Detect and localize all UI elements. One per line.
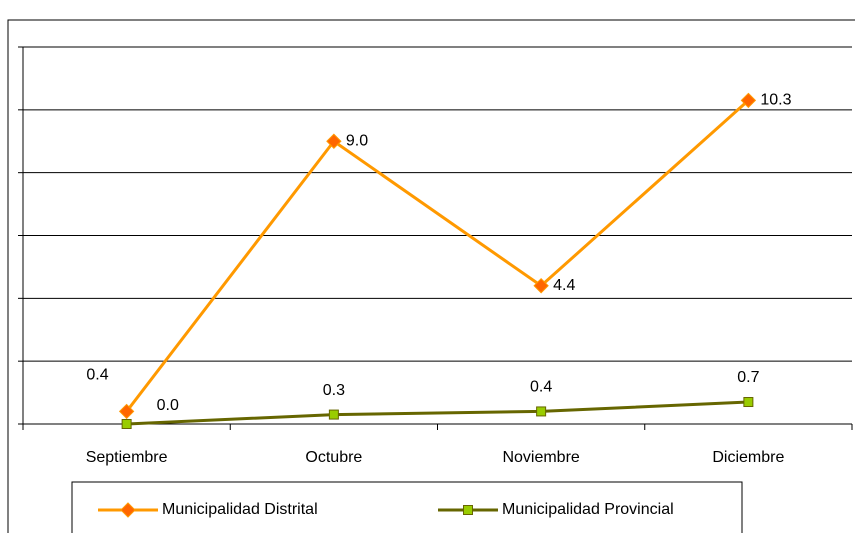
- x-tick-label: Septiembre: [86, 449, 168, 466]
- legend-label: Municipalidad Provincial: [502, 501, 674, 518]
- legend-marker: [463, 505, 473, 515]
- legend-box: [71, 481, 743, 533]
- data-label: 0.0: [157, 397, 179, 414]
- data-point: [740, 92, 757, 109]
- series-line: [125, 99, 750, 413]
- data-point: [743, 397, 754, 408]
- legend-label: Municipalidad Distrital: [162, 501, 318, 518]
- data-label: 0.7: [737, 369, 759, 386]
- data-label: 0.3: [323, 382, 345, 399]
- legend-marker: [120, 502, 136, 518]
- x-tick-label: Noviembre: [502, 449, 579, 466]
- data-label: 9.0: [346, 132, 368, 149]
- data-point: [533, 278, 549, 294]
- data-label: 0.4: [530, 379, 552, 396]
- series-line: [126, 400, 749, 426]
- data-label: 10.3: [760, 92, 791, 109]
- data-point: [326, 133, 342, 149]
- data-label: 0.4: [86, 367, 108, 384]
- x-tick-label: Diciembre: [712, 449, 784, 466]
- data-point: [121, 419, 132, 429]
- data-point: [536, 406, 547, 417]
- data-label: 4.4: [553, 277, 575, 294]
- data-point: [328, 409, 339, 420]
- data-point: [118, 403, 135, 420]
- x-tick-label: Octubre: [305, 449, 362, 466]
- chart-frame: [7, 19, 855, 533]
